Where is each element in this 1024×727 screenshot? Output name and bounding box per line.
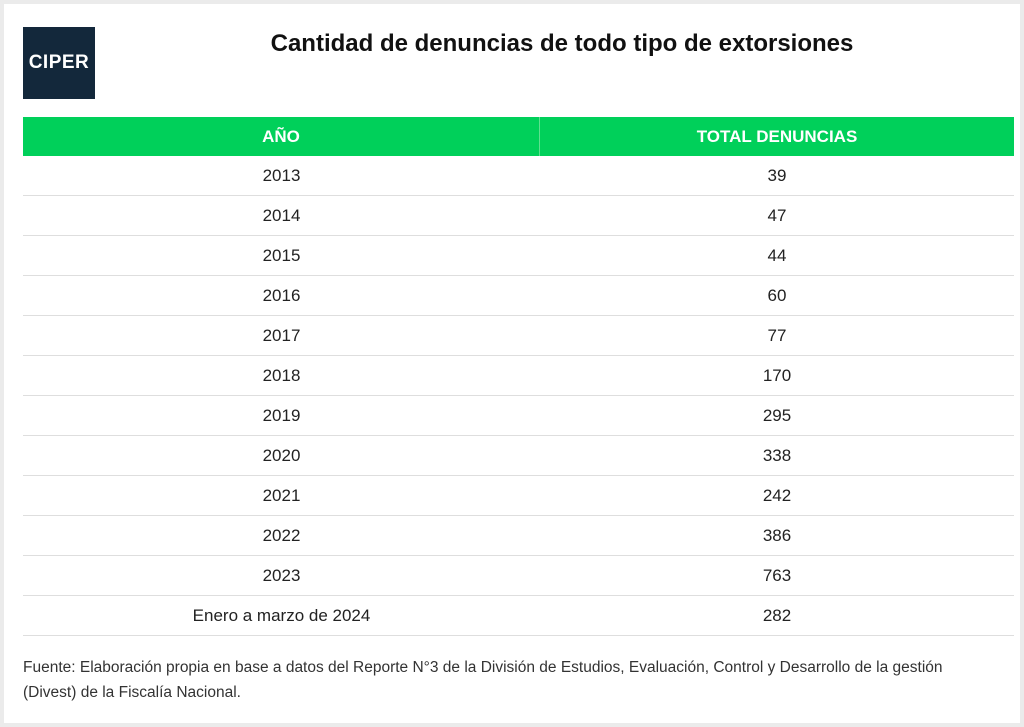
total-cell: 242	[762, 485, 792, 505]
year-cell: 2014	[262, 205, 301, 225]
chart-card: CIPER Cantidad de denuncias de todo tipo…	[4, 4, 1020, 723]
total-cell: 77	[767, 325, 787, 345]
table-row: 2020 338	[23, 436, 1014, 476]
year-cell: 2015	[262, 245, 301, 265]
total-cell: 282	[762, 605, 792, 625]
table-row: 2017 77	[23, 316, 1014, 356]
total-cell: 44	[767, 245, 787, 265]
total-cell: 386	[762, 525, 792, 545]
total-cell: 39	[767, 165, 787, 185]
total-cell: 170	[762, 365, 792, 385]
year-cell: 2018	[262, 365, 301, 385]
table-row: 2019 295	[23, 396, 1014, 436]
table-row: 2015 44	[23, 236, 1014, 276]
year-cell: 2013	[262, 165, 301, 185]
total-cell: 763	[762, 565, 792, 585]
year-cell: 2023	[262, 565, 301, 585]
table-row: 2022 386	[23, 516, 1014, 556]
year-cell: 2021	[262, 485, 301, 505]
table-body: 2013 39 2014 47 2015 44 2016 60 2017 77 2018 170 201…	[23, 156, 1014, 636]
year-cell: 2019	[262, 405, 301, 425]
table-header: AÑO TOTAL DENUNCIAS	[23, 117, 1014, 156]
table-row: 2014 47	[23, 196, 1014, 236]
total-cell: 60	[767, 285, 787, 305]
source-note: Fuente: Elaboración propia en base a dat…	[23, 659, 943, 701]
table-row: 2013 39	[23, 156, 1014, 196]
year-cell: 2022	[262, 525, 301, 545]
total-cell: 338	[762, 445, 792, 465]
data-table: AÑO TOTAL DENUNCIAS 2013 39 2014 47 2015 44 20…	[23, 117, 1014, 636]
year-cell: 2017	[262, 325, 301, 345]
ciper-logo: CIPER	[23, 27, 95, 99]
table-row: 2018 170	[23, 356, 1014, 396]
year-cell: 2016	[262, 285, 301, 305]
year-cell: Enero a marzo de 2024	[192, 605, 371, 625]
chart-title: Cantidad de denuncias de todo tipo de ex…	[270, 30, 854, 57]
table-row: 2016 60	[23, 276, 1014, 316]
table-row: 2023 763	[23, 556, 1014, 596]
table-row: 2021 242	[23, 476, 1014, 516]
year-cell: 2020	[262, 445, 301, 465]
column-header-total: TOTAL DENUNCIAS	[696, 126, 858, 146]
column-header-year: AÑO	[23, 117, 540, 156]
table-row: Enero a marzo de 2024 282	[23, 596, 1014, 636]
total-cell: 47	[767, 205, 787, 225]
total-cell: 295	[762, 405, 792, 425]
